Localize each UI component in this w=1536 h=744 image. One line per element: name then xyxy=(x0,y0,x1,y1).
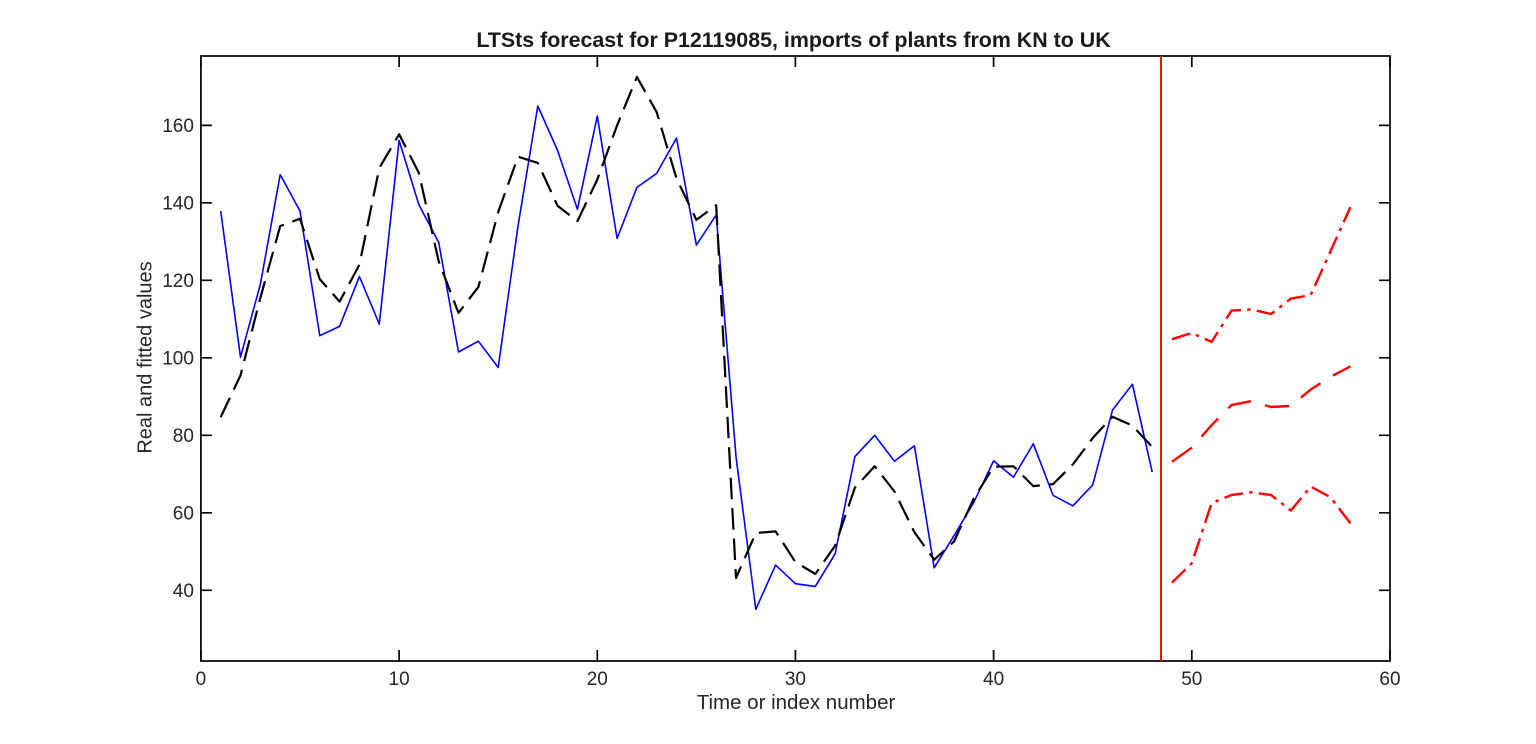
svg-text:120: 120 xyxy=(162,271,194,292)
svg-text:80: 80 xyxy=(173,426,194,447)
svg-text:10: 10 xyxy=(389,669,410,690)
svg-text:20: 20 xyxy=(587,669,608,690)
svg-text:30: 30 xyxy=(785,669,806,690)
svg-text:40: 40 xyxy=(983,669,1004,690)
svg-text:0: 0 xyxy=(196,669,207,690)
svg-text:60: 60 xyxy=(173,503,194,524)
svg-text:40: 40 xyxy=(173,581,194,602)
svg-text:160: 160 xyxy=(162,116,194,137)
svg-text:LTSts forecast for P12119085,: LTSts forecast for P12119085, imports of… xyxy=(476,28,1111,52)
svg-text:Real and fitted values: Real and fitted values xyxy=(134,261,156,453)
svg-text:50: 50 xyxy=(1181,669,1202,690)
svg-text:60: 60 xyxy=(1379,669,1400,690)
svg-text:140: 140 xyxy=(162,193,194,214)
svg-text:100: 100 xyxy=(162,348,194,369)
svg-text:Time or index number: Time or index number xyxy=(697,691,896,714)
